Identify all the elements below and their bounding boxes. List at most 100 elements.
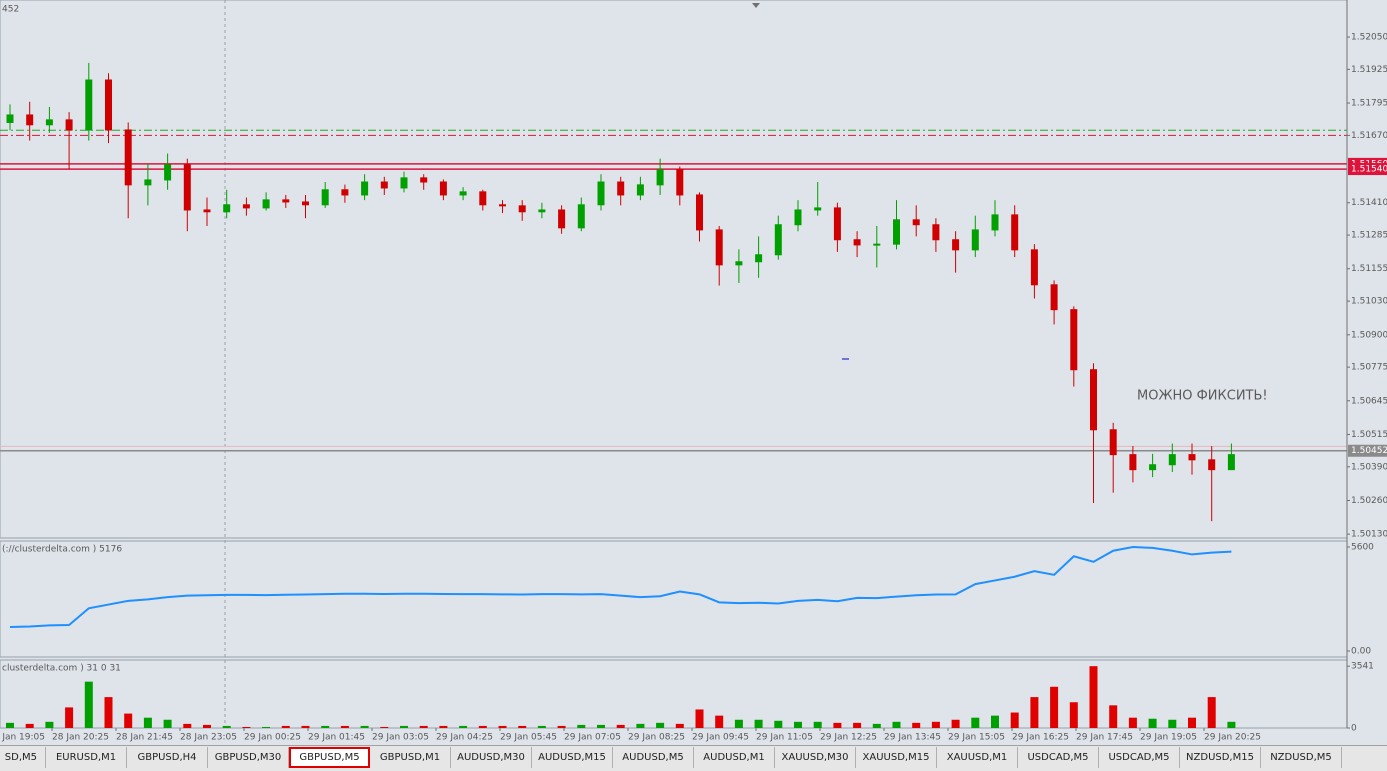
candle-body bbox=[282, 199, 290, 203]
x-tick-label: 29 Jan 09:45 bbox=[692, 733, 749, 743]
symbol-tab[interactable]: XAUUSD,M1 bbox=[937, 747, 1018, 768]
symbol-tab[interactable]: XAUUSD,M30 bbox=[775, 747, 856, 768]
volume-bar bbox=[183, 723, 192, 728]
price-panel bbox=[0, 0, 1348, 539]
volume-bar bbox=[892, 721, 901, 728]
level-label-box bbox=[1348, 163, 1387, 176]
y-tick-label: 1.50130 bbox=[1351, 530, 1387, 540]
volume-bar bbox=[301, 725, 310, 728]
symbol-tab[interactable]: AUDUSD,M15 bbox=[532, 747, 613, 768]
x-tick-label: 29 Jan 04:25 bbox=[436, 733, 493, 743]
candle-body bbox=[341, 189, 349, 196]
volume-bar bbox=[419, 725, 428, 728]
symbol-tab[interactable]: GBPUSD,H4 bbox=[127, 747, 208, 768]
symbol-tab[interactable]: AUDUSD,M5 bbox=[613, 747, 694, 768]
symbol-tab[interactable]: USDCAD,M5 bbox=[1099, 747, 1180, 768]
y-tick-label: 1.52050 bbox=[1351, 33, 1387, 43]
symbol-tab[interactable]: GBPUSD,M5 bbox=[289, 747, 370, 768]
candle-body bbox=[971, 229, 979, 251]
symbol-tab[interactable]: XAUUSD,M15 bbox=[856, 747, 937, 768]
x-tick-label: 28 Jan 21:45 bbox=[116, 733, 173, 743]
volume-bar bbox=[853, 722, 862, 728]
symbol-tab[interactable]: GBPUSD,M30 bbox=[208, 747, 289, 768]
volume-bar bbox=[656, 722, 665, 728]
volume-bar bbox=[734, 719, 743, 728]
candle-body bbox=[814, 207, 822, 211]
candle-body bbox=[715, 229, 723, 266]
volume-bar bbox=[636, 723, 645, 728]
symbol-tab[interactable]: AUDUSD,M30 bbox=[451, 747, 532, 768]
x-tick-label: 29 Jan 15:05 bbox=[948, 733, 1005, 743]
volume-bar bbox=[715, 715, 724, 728]
candle-body bbox=[873, 243, 881, 246]
volume-bar bbox=[774, 720, 783, 728]
candle-body bbox=[676, 169, 684, 196]
y-tick-label: 0.00 bbox=[1351, 647, 1371, 657]
candle-body bbox=[617, 181, 625, 196]
candle-body bbox=[1011, 214, 1019, 251]
y-tick-label: 3541 bbox=[1351, 662, 1374, 672]
y-tick-label: 1.50260 bbox=[1351, 496, 1387, 506]
corner-label: 452 bbox=[2, 5, 19, 15]
candle-body bbox=[1149, 464, 1157, 471]
symbol-tab[interactable]: NZDUSD,M5 bbox=[1261, 747, 1342, 768]
candle-body bbox=[124, 129, 132, 186]
volume-bar bbox=[951, 719, 960, 728]
candle-body bbox=[499, 204, 506, 207]
candle-body bbox=[164, 164, 172, 181]
volume-bar bbox=[439, 725, 448, 728]
volume-bar bbox=[1188, 717, 1196, 728]
volume-bar bbox=[124, 713, 133, 728]
symbol-tab[interactable]: USDCAD,M5 bbox=[1018, 747, 1099, 768]
candle-body bbox=[65, 119, 73, 131]
volume-bar bbox=[281, 725, 290, 728]
candle-body bbox=[439, 181, 447, 196]
candle-body bbox=[459, 191, 467, 196]
y-tick-label: 1.51670 bbox=[1351, 131, 1387, 141]
volume-bar bbox=[25, 723, 34, 728]
candle-body bbox=[636, 184, 644, 196]
candle-body bbox=[893, 219, 900, 245]
candle-body bbox=[321, 189, 329, 206]
volume-bar bbox=[577, 724, 586, 728]
symbol-tab[interactable]: NZDUSD,M15 bbox=[1180, 747, 1261, 768]
y-tick-label: 1.50775 bbox=[1351, 363, 1387, 373]
symbol-tab[interactable]: EURUSD,M1 bbox=[46, 747, 127, 768]
volume-bar bbox=[616, 724, 625, 728]
volume-bar bbox=[1227, 721, 1236, 728]
tab-bar: SD,M5 EURUSD,M1 GBPUSD,H4 GBPUSD,M30 GBPUSD,… bbox=[0, 745, 1387, 771]
volume-bar bbox=[360, 725, 369, 728]
volume-bar bbox=[912, 722, 921, 728]
candle-body bbox=[538, 209, 546, 213]
volume-bar bbox=[321, 725, 330, 728]
x-tick-label: 28 Jan 19:05 bbox=[0, 733, 45, 743]
volume-bar bbox=[557, 725, 566, 728]
candle-body bbox=[1188, 454, 1196, 461]
candle-body bbox=[85, 79, 93, 131]
volume-bar bbox=[971, 717, 980, 728]
chart-window: 452 МОЖНО ФИКСИТЬ! (://clusterdelta.com … bbox=[0, 0, 1387, 743]
x-tick-label: 29 Jan 17:45 bbox=[1076, 733, 1133, 743]
volume-bar bbox=[991, 715, 999, 728]
symbol-tab[interactable]: SD,M5 bbox=[0, 747, 46, 768]
y-tick-label: 0 bbox=[1351, 724, 1357, 734]
volume-bar bbox=[1207, 697, 1216, 728]
x-tick-label: 29 Jan 00:25 bbox=[244, 733, 301, 743]
annotation: МОЖНО ФИКСИТЬ! bbox=[1137, 389, 1268, 404]
symbol-tab[interactable]: GBPUSD,M1 bbox=[370, 747, 451, 768]
volume-bar bbox=[813, 721, 822, 728]
y-tick-label: 1.50515 bbox=[1351, 430, 1387, 440]
x-tick-label: 28 Jan 20:25 bbox=[52, 733, 109, 743]
x-tick-label: 29 Jan 19:05 bbox=[1140, 733, 1197, 743]
candle-body bbox=[656, 169, 664, 186]
y-tick-label: 1.50645 bbox=[1351, 396, 1387, 406]
y-tick-label: 1.50900 bbox=[1351, 330, 1387, 340]
symbol-tab[interactable]: AUDUSD,M1 bbox=[694, 747, 775, 768]
candle-body bbox=[735, 261, 743, 266]
volume-bar bbox=[45, 721, 54, 728]
x-tick-label: 28 Jan 23:05 bbox=[180, 733, 237, 743]
candle-body bbox=[26, 114, 34, 126]
volume-bar bbox=[222, 725, 231, 728]
candle-body bbox=[577, 204, 585, 229]
